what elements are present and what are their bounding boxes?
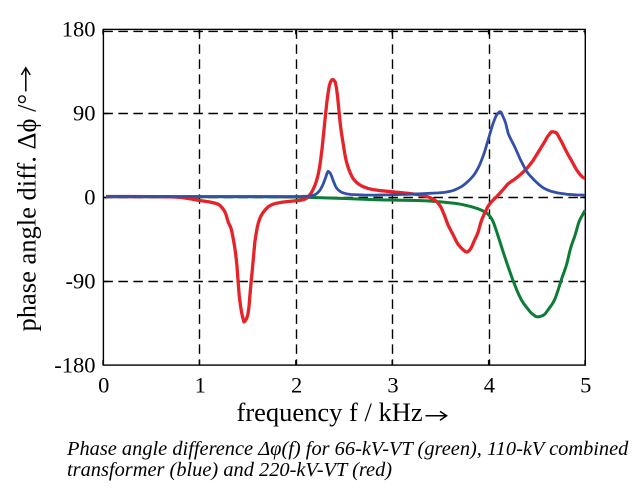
svg-text:phase angle diff. Δϕ /°: phase angle diff. Δϕ /° <box>12 94 42 332</box>
svg-text:5: 5 <box>580 373 591 398</box>
svg-text:4: 4 <box>484 373 495 398</box>
svg-text:90: 90 <box>73 101 96 126</box>
svg-text:1: 1 <box>195 373 206 398</box>
svg-text:2: 2 <box>291 373 302 398</box>
svg-text:0: 0 <box>98 373 109 398</box>
svg-text:frequency f / kHz: frequency f / kHz <box>237 397 423 427</box>
svg-text:180: 180 <box>62 17 96 42</box>
svg-text:-90: -90 <box>66 269 96 294</box>
svg-text:0: 0 <box>84 185 95 210</box>
svg-text:-180: -180 <box>54 353 95 378</box>
svg-text:3: 3 <box>387 373 398 398</box>
